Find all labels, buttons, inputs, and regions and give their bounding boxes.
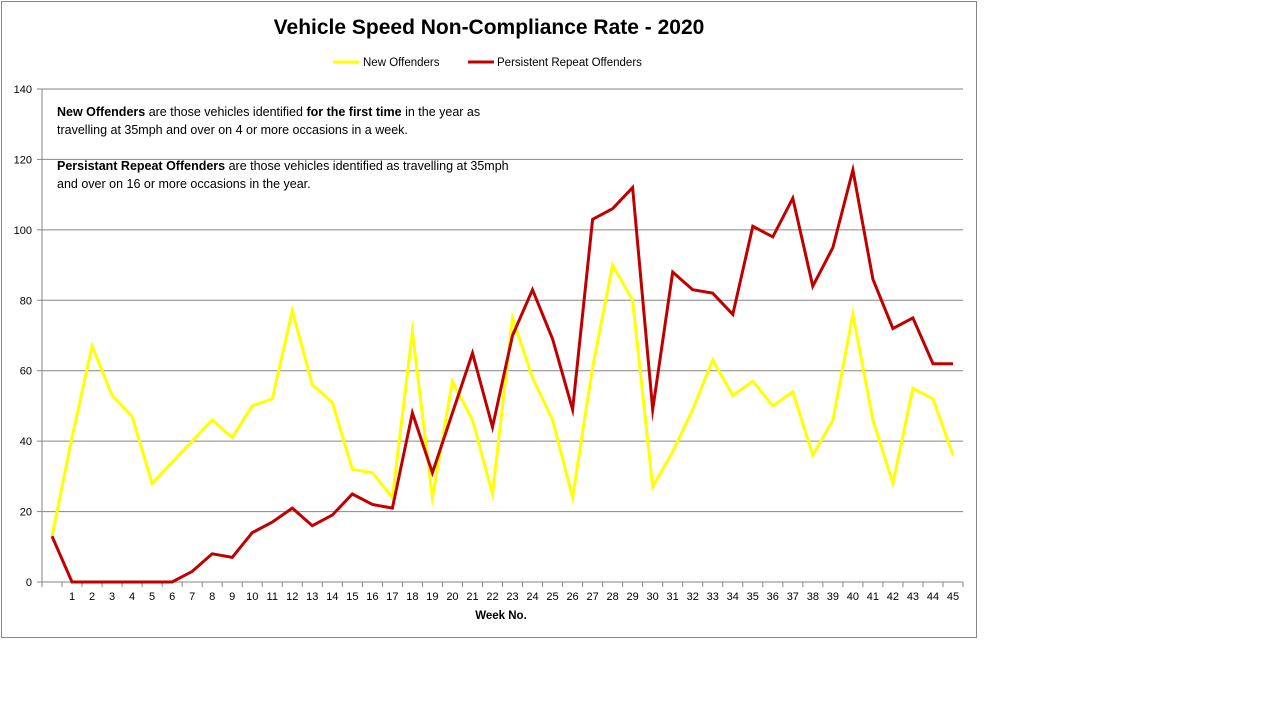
series-line-persistent-repeat-offenders [50,163,953,584]
x-tick-label: 37 [787,591,799,603]
x-tick-label: 9 [229,591,235,603]
x-tick-label: 40 [847,591,859,603]
y-tick-label: 80 [20,295,32,307]
x-tick-label: 4 [129,591,135,603]
x-tick-label: 30 [647,591,659,603]
x-tick-label: 16 [366,591,378,603]
y-axis-ticks: 0 20 40 60 80 100 120 140 [14,84,42,589]
x-tick-label: 36 [767,591,779,603]
annotation-bold-text: for the first time [306,105,402,119]
x-tick-label: 35 [747,591,759,603]
annotation-new-offenders: New Offenders are those vehicles identif… [57,103,527,139]
x-tick-label: 2 [89,591,95,603]
x-tick-label: 6 [169,591,175,603]
x-tick-label: 41 [867,591,879,603]
x-tick-label: 29 [627,591,639,603]
x-tick-label: 44 [927,591,939,603]
x-tick-label: 23 [506,591,518,603]
x-tick-label: 10 [246,591,258,603]
annotation-text: in the year as travelling at 35mph and o… [57,105,481,137]
annotation-bold-text: New Offenders [57,105,146,119]
y-tick-label: 140 [14,84,32,96]
y-tick-label: 100 [14,225,32,237]
y-tick-label: 40 [20,436,32,448]
annotation-text: are those vehicles identified as travell… [57,159,509,191]
legend-label: New Offenders [363,57,440,69]
y-tick-label: 120 [14,154,32,166]
x-tick-label: 7 [189,591,195,603]
gridlines [42,88,963,513]
x-tick-label: 43 [907,591,919,603]
x-tick-label: 21 [466,591,478,603]
x-tick-label: 17 [386,591,398,603]
annotation-bold-text: Persistant Repeat Offenders [57,159,226,173]
x-tick-label: 13 [306,591,318,603]
x-tick-label: 12 [286,591,298,603]
x-tick-label: 1 [69,591,75,603]
x-tick-label: 25 [546,591,558,603]
x-tick-label: 3 [109,591,115,603]
x-tick-label: 26 [566,591,578,603]
x-tick-label: 18 [406,591,418,603]
x-tick-label: 45 [947,591,959,603]
x-tick-label: 11 [267,591,278,603]
legend: New Offenders Persistent Repeat Offenders [333,57,642,69]
annotation-persistent-offenders: Persistant Repeat Offenders are those ve… [57,157,527,193]
x-tick-label: 32 [687,591,699,603]
y-tick-label: 0 [26,577,32,589]
x-tick-label: 39 [827,591,839,603]
x-tick-label: 34 [727,591,739,603]
x-tick-label: 14 [326,591,338,603]
y-tick-label: 20 [20,507,32,519]
x-tick-label: 42 [887,591,899,603]
y-tick-label: 60 [20,366,32,378]
chart-frame [1,1,977,638]
x-tick-label: 27 [586,591,598,603]
x-tick-label: 24 [526,591,538,603]
x-tick-label: 19 [426,591,438,603]
annotation-text: are those vehicles identified [145,105,307,119]
x-tick-label: 38 [807,591,819,603]
x-tick-label: 28 [606,591,618,603]
x-tick-label: 15 [346,591,358,603]
x-tick-label: 8 [209,591,215,603]
x-axis-label: Week No. [475,610,527,622]
series-lines [50,163,955,584]
x-tick-label: 33 [707,591,719,603]
x-tick-label: 22 [486,591,498,603]
series-line-new-offenders [50,260,955,537]
legend-label: Persistent Repeat Offenders [497,57,642,69]
x-tick-label: 5 [149,591,155,603]
chart-title: Vehicle Speed Non-Compliance Rate - 2020 [274,16,705,39]
x-tick-label: 20 [446,591,458,603]
x-tick-label: 31 [667,591,679,603]
x-axis-ticks: 1 2 3 4 5 6 7 8 9 10 11 12 13 14 15 16 17 18 19 20 21 22 23 24 2… [41,582,964,603]
